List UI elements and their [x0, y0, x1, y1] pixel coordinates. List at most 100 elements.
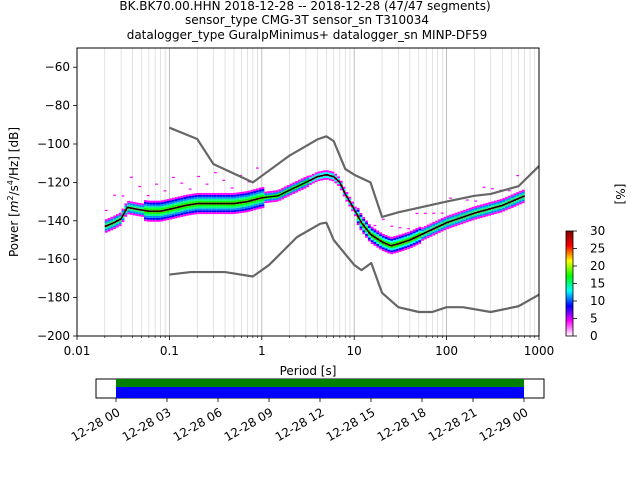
- pdf-cell: [443, 226, 447, 229]
- pdf-cell: [488, 204, 492, 207]
- pdf-cell: [127, 202, 131, 205]
- pdf-cell: [141, 207, 145, 210]
- pdf-cell: [155, 212, 158, 215]
- pdf-cell: [197, 210, 200, 213]
- pdf-cell: [426, 228, 430, 231]
- pdf-cell: [222, 212, 226, 215]
- pdf-cell: [521, 201, 525, 204]
- pdf-cell: [163, 211, 167, 214]
- pdf-cell: [443, 218, 447, 221]
- pdf-cell: [155, 219, 158, 222]
- pdf-outlier-cell: [222, 179, 226, 181]
- pdf-cell: [197, 200, 200, 203]
- pdf-cell: [435, 232, 438, 235]
- colorbar-tick-label: 0: [590, 329, 598, 343]
- pdf-cell: [239, 192, 242, 194]
- pdf-cell: [485, 212, 489, 215]
- pdf-cell: [314, 180, 318, 183]
- pdf-cell: [449, 216, 452, 219]
- pdf-cell: [395, 239, 399, 242]
- pdf-cell: [124, 211, 128, 213]
- pdf-cell: [264, 195, 268, 198]
- colorbar-tick-label: 30: [590, 224, 605, 238]
- pdf-cell: [521, 199, 525, 202]
- pdf-cell: [356, 219, 360, 222]
- pdf-cell: [244, 193, 248, 196]
- pdf-cell: [398, 240, 402, 243]
- pdf-cell: [303, 178, 307, 181]
- pdf-cell: [521, 193, 525, 196]
- pdf-cell: [124, 205, 128, 208]
- pdf-cell: [505, 204, 508, 207]
- pdf-cell: [152, 219, 156, 222]
- pdf-cell: [381, 233, 385, 236]
- pdf-cell: [138, 210, 142, 213]
- pdf-cell: [250, 205, 254, 208]
- pdf-cell: [432, 229, 436, 232]
- pdf-cell: [185, 202, 189, 205]
- pdf-cell: [278, 196, 282, 199]
- pdf-cell: [356, 217, 360, 220]
- pdf-cell: [202, 196, 206, 199]
- pdf-cell: [191, 209, 195, 211]
- pdf-cell: [306, 175, 310, 178]
- pdf-cell: [300, 182, 304, 185]
- pdf-cell: [519, 200, 522, 203]
- pdf-cell: [365, 233, 368, 236]
- pdf-cell: [264, 191, 268, 194]
- pdf-cell: [502, 205, 506, 208]
- pdf-cell: [311, 181, 315, 184]
- pdf-cell: [384, 250, 388, 253]
- pdf-cell: [513, 195, 517, 198]
- pdf-cell: [144, 213, 147, 216]
- pdf-cell: [370, 238, 374, 241]
- pdf-cell: [244, 196, 248, 199]
- colorbar-ticks: 0 5 10 15 20 25 30: [573, 224, 605, 343]
- pdf-cell: [236, 196, 240, 199]
- pdf-cell: [376, 245, 380, 248]
- pdf-cell: [295, 186, 298, 189]
- pdf-cell: [157, 217, 161, 220]
- pdf-cell: [239, 205, 242, 208]
- pdf-cell: [208, 198, 212, 201]
- pdf-cell: [141, 211, 145, 214]
- pdf-cell: [488, 211, 492, 214]
- pdf-cell: [499, 210, 503, 213]
- pdf-cell: [283, 194, 287, 197]
- pdf-cell: [362, 230, 366, 233]
- pdf-cell: [460, 210, 464, 213]
- pdf-cell: [225, 210, 228, 213]
- pdf-cell: [440, 229, 444, 232]
- pdf-cell: [219, 192, 223, 195]
- y-tick-label: −100: [37, 137, 70, 151]
- pdf-cell: [337, 176, 340, 179]
- pdf-cell: [166, 214, 170, 217]
- colorbar-label: [%]: [613, 184, 627, 205]
- pdf-cell: [454, 212, 458, 215]
- pdf-cell: [395, 246, 399, 249]
- pdf-cell: [421, 238, 424, 241]
- pdf-cell: [169, 209, 172, 212]
- colorbar-tick-label: 25: [590, 242, 605, 256]
- pdf-cell: [197, 198, 200, 201]
- pdf-cell: [474, 213, 478, 216]
- pdf-cell: [244, 191, 248, 194]
- pdf-cell: [432, 222, 436, 224]
- grid: [76, 48, 540, 336]
- pdf-cell: [359, 214, 363, 217]
- pdf-cell: [116, 216, 119, 218]
- pdf-cell: [244, 210, 248, 213]
- pdf-cell: [281, 187, 284, 190]
- pdf-cell: [141, 213, 145, 215]
- pdf-cell: [493, 212, 497, 215]
- pdf-cell: [283, 190, 287, 193]
- pdf-cell: [267, 196, 270, 199]
- pdf-cell: [261, 192, 265, 195]
- pdf-cell: [144, 219, 147, 222]
- pdf-cell: [144, 203, 147, 206]
- pdf-cell: [239, 209, 242, 212]
- pdf-cell: [132, 209, 136, 212]
- pdf-cell: [516, 194, 520, 196]
- x-tick-label: 0.1: [160, 344, 179, 358]
- pdf-cell: [197, 208, 200, 211]
